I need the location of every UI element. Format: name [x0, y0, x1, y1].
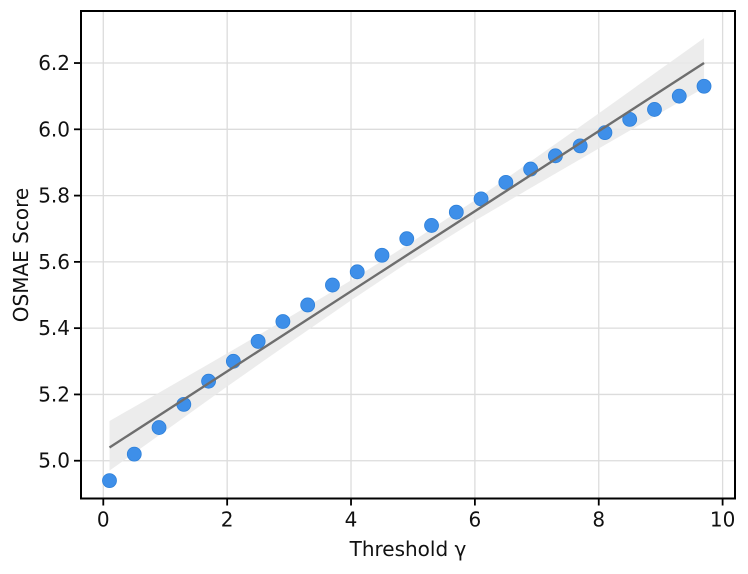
data-point [671, 88, 687, 104]
y-axis-label: OSMAE Score [9, 188, 33, 322]
trend-line [108, 62, 705, 449]
y-tick-label: 5.8 [38, 184, 70, 208]
grid-layer [81, 11, 735, 499]
data-point [448, 204, 464, 220]
data-point [572, 138, 588, 154]
scatter-points-layer [102, 78, 712, 489]
x-tick-label: 8 [592, 508, 605, 532]
data-point [102, 473, 117, 489]
y-tick-label: 5.4 [38, 316, 70, 340]
data-point [151, 420, 167, 435]
x-tick-label: 2 [221, 508, 234, 532]
data-point [647, 102, 662, 117]
data-point [349, 264, 365, 280]
data-point [325, 277, 340, 293]
data-point [498, 174, 514, 190]
data-point [696, 78, 712, 94]
x-axis-label: Threshold γ [349, 537, 467, 561]
data-point [250, 334, 266, 349]
x-tick-label: 4 [345, 508, 358, 532]
data-point [126, 446, 142, 462]
x-tick-label: 6 [469, 508, 482, 532]
data-point [424, 218, 439, 233]
axes-layer: 0 2 4 6 8 10 5.0 5.2 5.4 5.6 5.8 6.0 6.2 [38, 10, 736, 532]
y-tick-label: 5.0 [38, 449, 70, 473]
y-tick-label: 5.6 [38, 250, 70, 274]
data-point [275, 314, 291, 329]
data-point [374, 247, 390, 263]
plot-border [80, 10, 736, 500]
data-point [399, 231, 415, 247]
x-tick-label: 0 [97, 508, 110, 532]
data-point [300, 297, 316, 313]
y-tick-label: 6.2 [38, 51, 70, 75]
y-tick-label: 5.2 [38, 382, 70, 406]
x-tick-label: 10 [710, 508, 735, 532]
y-tick-label: 6.0 [38, 117, 70, 141]
trend-line-layer [108, 62, 705, 449]
